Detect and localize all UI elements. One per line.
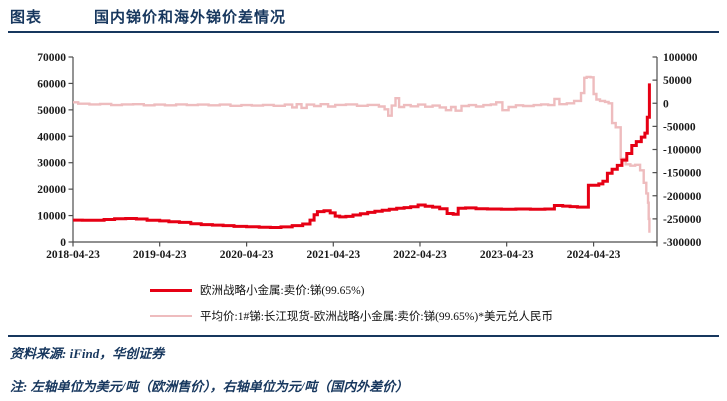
axis-note: 注: 左轴单位为美元/吨（欧洲售价），右轴单位为元/吨（国内外差价） — [10, 379, 409, 394]
svg-text:2019-04-23: 2019-04-23 — [133, 249, 187, 261]
svg-text:40000: 40000 — [37, 131, 66, 143]
svg-text:-100000: -100000 — [663, 145, 702, 157]
legend-item-europe-price: 欧洲战略小金属:卖价:锑(99.65%) — [150, 282, 553, 298]
chart-legend: 欧洲战略小金属:卖价:锑(99.65%) 平均价:1#锑:长江现货-欧洲战略小金… — [150, 282, 553, 324]
figure-header: 图表 国内锑价和海外锑价差情况 — [10, 6, 286, 27]
svg-text:70000: 70000 — [37, 52, 66, 64]
svg-text:50000: 50000 — [37, 105, 66, 117]
legend-item-price-diff: 平均价:1#锑:长江现货-欧洲战略小金属:卖价:锑(99.65%)*美元兑人民币 — [150, 308, 553, 324]
data-source: 资料来源: iFind，华创证券 — [10, 346, 165, 361]
svg-text:-150000: -150000 — [663, 168, 702, 180]
svg-text:-300000: -300000 — [663, 237, 702, 249]
svg-text:2024-04-23: 2024-04-23 — [567, 249, 621, 261]
svg-text:60000: 60000 — [37, 78, 66, 90]
svg-text:2023-04-23: 2023-04-23 — [480, 249, 534, 261]
page-title: 国内锑价和海外锑价差情况 — [94, 10, 287, 26]
svg-text:0: 0 — [663, 98, 669, 110]
svg-text:2022-04-23: 2022-04-23 — [393, 249, 447, 261]
svg-text:0: 0 — [60, 237, 66, 249]
footer-divider — [8, 335, 719, 337]
svg-text:-250000: -250000 — [663, 214, 702, 226]
legend-label: 平均价:1#锑:长江现货-欧洲战略小金属:卖价:锑(99.65%)*美元兑人民币 — [200, 311, 553, 323]
red-line-swatch — [150, 288, 192, 292]
price-chart: 7000060000500004000030000200001000001000… — [37, 52, 702, 261]
legend-label: 欧洲战略小金属:卖价:锑(99.65%) — [200, 285, 365, 297]
pink-line-swatch — [150, 314, 192, 318]
svg-text:20000: 20000 — [37, 184, 66, 196]
svg-text:-200000: -200000 — [663, 191, 702, 203]
header-divider — [8, 31, 719, 33]
svg-text:50000: 50000 — [663, 75, 692, 87]
svg-text:30000: 30000 — [37, 158, 66, 170]
svg-text:2020-04-23: 2020-04-23 — [220, 249, 274, 261]
svg-text:2018-04-23: 2018-04-23 — [46, 249, 100, 261]
svg-text:2021-04-23: 2021-04-23 — [306, 249, 360, 261]
svg-text:-50000: -50000 — [663, 121, 696, 133]
svg-text:10000: 10000 — [37, 211, 66, 223]
figure-label: 图表 — [10, 10, 43, 26]
svg-text:100000: 100000 — [663, 52, 698, 64]
